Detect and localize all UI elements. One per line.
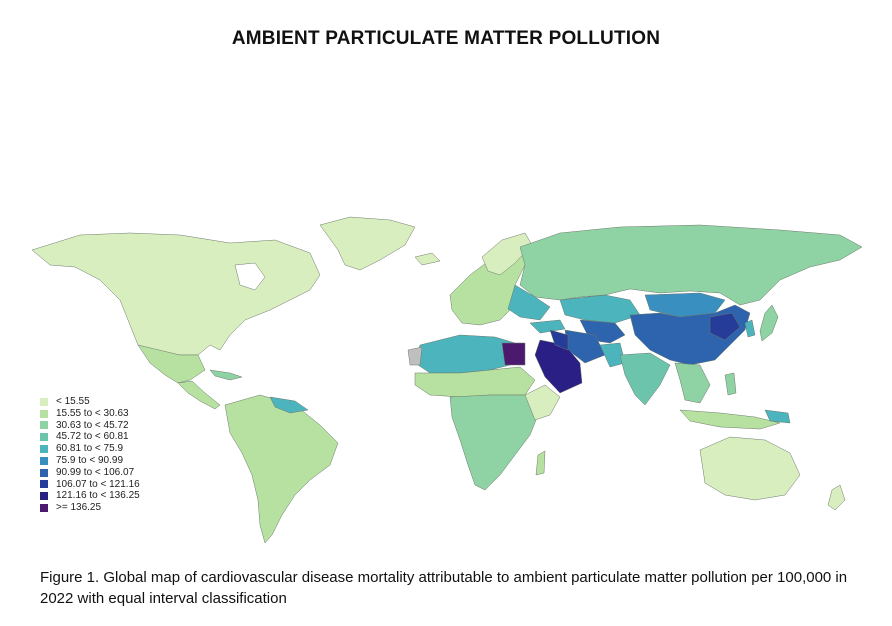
region-eastern-europe bbox=[507, 284, 551, 321]
legend-swatch bbox=[40, 492, 48, 501]
legend-item: 45.72 to < 60.81 bbox=[40, 431, 140, 443]
legend-item: 30.63 to < 45.72 bbox=[40, 420, 140, 432]
legend-label: 15.55 to < 30.63 bbox=[56, 407, 129, 419]
legend-swatch bbox=[40, 445, 48, 454]
region-north-america bbox=[31, 232, 321, 356]
region-horn-of-africa bbox=[524, 384, 561, 421]
region-korea bbox=[744, 319, 756, 338]
region-indonesia bbox=[679, 409, 781, 430]
region-new-zealand bbox=[827, 484, 846, 511]
legend-item: < 15.55 bbox=[40, 396, 140, 408]
legend-item: 121.16 to < 136.25 bbox=[40, 490, 140, 502]
page-title: AMBIENT PARTICULATE MATTER POLLUTION bbox=[231, 28, 661, 49]
region-russia bbox=[519, 224, 863, 306]
region-philippines bbox=[724, 372, 737, 396]
region-mexico bbox=[137, 344, 206, 384]
region-png bbox=[764, 409, 791, 424]
region-greenland bbox=[319, 216, 416, 271]
legend-label: 106.07 to < 121.16 bbox=[56, 478, 140, 490]
region-kazakhstan bbox=[559, 294, 641, 324]
legend-label: >= 136.25 bbox=[56, 502, 102, 514]
region-iceland bbox=[414, 252, 441, 266]
region-japan bbox=[759, 304, 779, 342]
legend-label: 121.16 to < 136.25 bbox=[56, 490, 140, 502]
region-turkey bbox=[529, 319, 566, 334]
region-north-china-plain bbox=[709, 312, 741, 341]
legend-label: 45.72 to < 60.81 bbox=[56, 431, 129, 443]
region-venezuela bbox=[269, 396, 309, 414]
legend-label: 75.9 to < 90.99 bbox=[56, 454, 124, 466]
world-map bbox=[31, 216, 863, 544]
region-central-africa bbox=[449, 394, 541, 491]
region-egypt bbox=[501, 342, 526, 366]
legend-item: 75.9 to < 90.99 bbox=[40, 455, 140, 467]
region-central-america bbox=[177, 380, 221, 410]
legend-swatch bbox=[40, 421, 48, 430]
legend-swatch bbox=[40, 504, 48, 513]
region-western-sahara bbox=[407, 346, 423, 366]
legend-item: 90.99 to < 106.07 bbox=[40, 467, 140, 479]
region-caribbean bbox=[209, 369, 243, 381]
region-southeast-asia bbox=[674, 362, 711, 404]
legend-swatch bbox=[40, 456, 48, 465]
legend-label: 60.81 to < 75.9 bbox=[56, 443, 124, 455]
region-north-africa bbox=[414, 334, 519, 374]
legend-item: 106.07 to < 121.16 bbox=[40, 479, 140, 491]
region-iraq bbox=[549, 329, 569, 351]
figure-caption: Figure 1. Global map of cardiovascular d… bbox=[40, 569, 848, 607]
region-south-america bbox=[224, 394, 339, 544]
legend-item: 15.55 to < 30.63 bbox=[40, 408, 140, 420]
map-legend: < 15.55 15.55 to < 30.63 30.63 to < 45.72 4… bbox=[40, 396, 140, 514]
legend-item: >= 136.25 bbox=[40, 502, 140, 514]
legend-label: < 15.55 bbox=[56, 396, 90, 407]
legend-swatch bbox=[40, 397, 48, 406]
region-india bbox=[619, 352, 671, 406]
legend-label: 90.99 to < 106.07 bbox=[56, 466, 135, 478]
legend-label: 30.63 to < 45.72 bbox=[56, 419, 129, 431]
legend-swatch bbox=[40, 468, 48, 477]
legend-swatch bbox=[40, 433, 48, 442]
legend-swatch bbox=[40, 480, 48, 489]
legend-swatch bbox=[40, 409, 48, 418]
legend-item: 60.81 to < 75.9 bbox=[40, 443, 140, 455]
region-madagascar bbox=[535, 450, 546, 476]
region-australia bbox=[699, 436, 801, 501]
